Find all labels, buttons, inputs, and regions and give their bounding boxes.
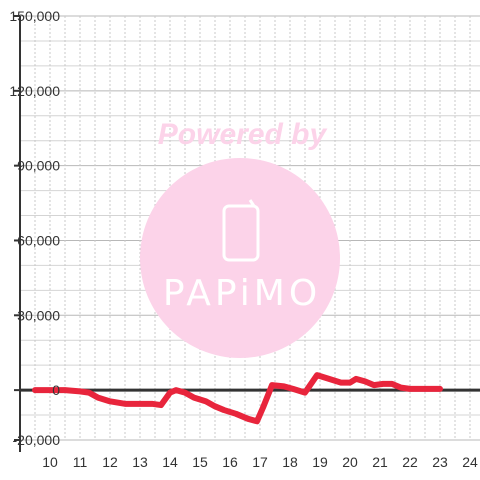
x-tick-label: 24: [462, 454, 478, 470]
x-tick-label: 18: [282, 454, 298, 470]
x-tick-label: 19: [312, 454, 328, 470]
x-tick-label: 22: [402, 454, 418, 470]
series-line: [32, 372, 443, 425]
y-tick-label: -20,000: [13, 432, 61, 448]
watermark-powered-by: Powered by: [158, 118, 328, 151]
watermark-circle: [140, 158, 340, 358]
tick-labels: -20,000 0 30,000 60,000 90,000 120,000 150,000…: [9, 8, 478, 470]
x-tick-label: 13: [132, 454, 148, 470]
watermark: Powered by PAPiMO: [140, 118, 340, 358]
x-tick-label: 14: [162, 454, 178, 470]
x-tick-label: 15: [192, 454, 208, 470]
watermark-brand: PAPiMO: [163, 273, 321, 314]
x-tick-label: 21: [372, 454, 388, 470]
y-tick-label: 90,000: [17, 158, 60, 174]
phone-icon: [222, 199, 260, 262]
y-tick-label: 60,000: [17, 232, 60, 248]
y-tick-label: 150,000: [9, 8, 60, 24]
y-tick-label: 120,000: [9, 83, 60, 99]
x-tick-label: 17: [252, 454, 268, 470]
x-tick-label: 12: [102, 454, 118, 470]
x-tick-label: 11: [73, 454, 88, 470]
x-tick-label: 23: [432, 454, 448, 470]
x-tick-label: 20: [342, 454, 358, 470]
y-tick-label: 30,000: [17, 307, 60, 323]
x-tick-label: 16: [222, 454, 238, 470]
series-layer: [32, 372, 443, 425]
x-tick-label: 10: [42, 454, 58, 470]
y-tick-label: 0: [52, 382, 60, 398]
